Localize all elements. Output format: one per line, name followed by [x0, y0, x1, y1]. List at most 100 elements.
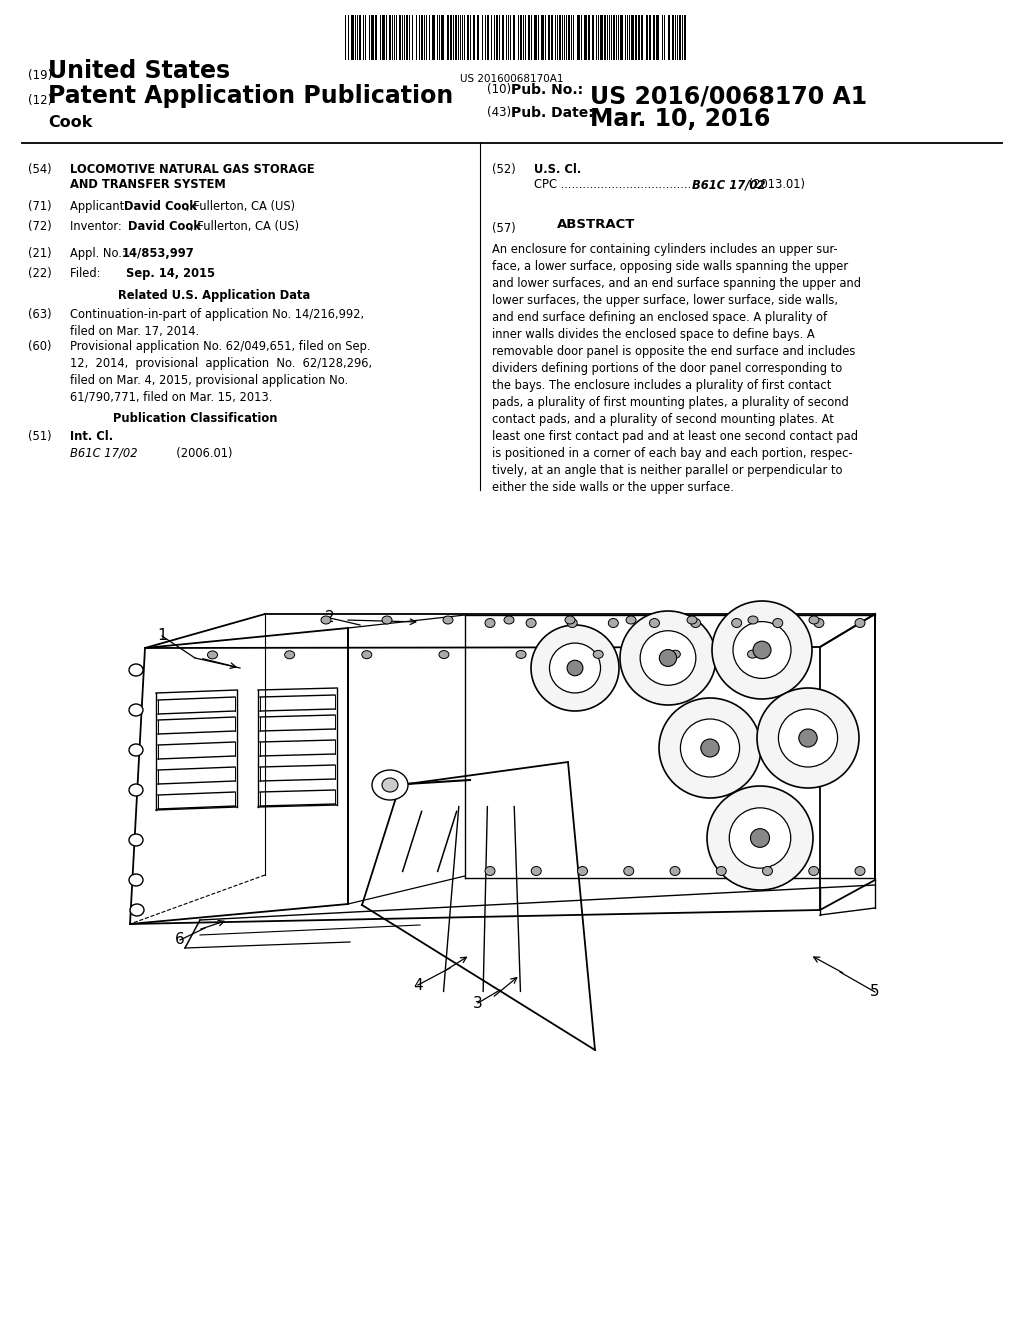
- Text: (60): (60): [28, 341, 51, 352]
- Ellipse shape: [640, 631, 696, 685]
- Ellipse shape: [733, 622, 791, 678]
- Ellipse shape: [700, 739, 719, 756]
- Ellipse shape: [757, 688, 859, 788]
- Text: US 2016/0068170 A1: US 2016/0068170 A1: [590, 84, 867, 108]
- Ellipse shape: [372, 770, 408, 800]
- Text: (43): (43): [487, 106, 511, 119]
- Ellipse shape: [285, 651, 295, 659]
- Ellipse shape: [799, 729, 817, 747]
- Text: LOCOMOTIVE NATURAL GAS STORAGE: LOCOMOTIVE NATURAL GAS STORAGE: [70, 162, 314, 176]
- Text: , Fullerton, CA (US): , Fullerton, CA (US): [190, 220, 299, 234]
- Ellipse shape: [707, 785, 813, 890]
- Text: (2013.01): (2013.01): [745, 178, 805, 191]
- Ellipse shape: [485, 866, 495, 875]
- Bar: [502, 15, 504, 59]
- Bar: [668, 15, 670, 59]
- Ellipse shape: [531, 866, 542, 875]
- Ellipse shape: [690, 619, 700, 627]
- Ellipse shape: [729, 808, 791, 869]
- Ellipse shape: [753, 642, 771, 659]
- Bar: [441, 15, 444, 59]
- Bar: [473, 15, 475, 59]
- Ellipse shape: [531, 624, 618, 711]
- Ellipse shape: [659, 698, 761, 799]
- Ellipse shape: [443, 616, 453, 624]
- Bar: [520, 15, 522, 59]
- Text: (63): (63): [28, 308, 51, 321]
- Bar: [588, 15, 590, 59]
- Ellipse shape: [748, 651, 758, 659]
- Ellipse shape: [716, 866, 726, 875]
- Ellipse shape: [550, 643, 600, 693]
- Bar: [592, 15, 594, 59]
- Ellipse shape: [687, 616, 697, 624]
- Bar: [389, 15, 391, 59]
- Text: 3: 3: [473, 995, 483, 1011]
- Text: Cook: Cook: [48, 115, 92, 129]
- Bar: [421, 15, 423, 59]
- Bar: [399, 15, 401, 59]
- Ellipse shape: [130, 904, 144, 916]
- Ellipse shape: [129, 664, 143, 676]
- Text: 5: 5: [870, 985, 880, 999]
- Bar: [604, 15, 606, 59]
- Text: (19): (19): [28, 69, 52, 82]
- Ellipse shape: [659, 649, 677, 667]
- Text: 14/853,997: 14/853,997: [122, 247, 195, 260]
- Ellipse shape: [129, 744, 143, 756]
- Ellipse shape: [748, 616, 758, 624]
- Ellipse shape: [382, 616, 392, 624]
- Text: (57): (57): [492, 222, 516, 235]
- Text: Appl. No.:: Appl. No.:: [70, 247, 129, 260]
- Bar: [620, 15, 623, 59]
- Ellipse shape: [361, 651, 372, 659]
- Bar: [487, 15, 489, 59]
- Ellipse shape: [567, 660, 583, 676]
- Ellipse shape: [732, 619, 741, 627]
- Text: 2: 2: [326, 610, 335, 626]
- Bar: [679, 15, 681, 59]
- Ellipse shape: [439, 651, 449, 659]
- Bar: [646, 15, 648, 59]
- Text: Inventor:: Inventor:: [70, 220, 133, 234]
- Bar: [656, 15, 659, 59]
- Ellipse shape: [763, 866, 772, 875]
- Bar: [600, 15, 603, 59]
- Bar: [649, 15, 651, 59]
- Ellipse shape: [578, 866, 588, 875]
- Text: CPC ....................................: CPC ....................................: [534, 178, 691, 191]
- Bar: [432, 15, 435, 59]
- Ellipse shape: [565, 616, 575, 624]
- Ellipse shape: [809, 866, 819, 875]
- Text: Int. Cl.: Int. Cl.: [70, 430, 113, 444]
- Ellipse shape: [751, 829, 770, 847]
- Text: David Cook: David Cook: [124, 201, 197, 213]
- Ellipse shape: [620, 611, 716, 705]
- Bar: [541, 15, 544, 59]
- Text: (52): (52): [492, 162, 516, 176]
- Bar: [359, 15, 361, 59]
- Bar: [684, 15, 686, 59]
- Ellipse shape: [608, 619, 618, 627]
- Bar: [672, 15, 674, 59]
- Text: Patent Application Publication: Patent Application Publication: [48, 84, 454, 108]
- Ellipse shape: [624, 866, 634, 875]
- Text: (21): (21): [28, 247, 51, 260]
- Bar: [635, 15, 637, 59]
- Text: (51): (51): [28, 430, 51, 444]
- Bar: [513, 15, 515, 59]
- Text: United States: United States: [48, 59, 230, 83]
- Ellipse shape: [129, 834, 143, 846]
- Ellipse shape: [129, 704, 143, 715]
- Text: Filed:: Filed:: [70, 267, 129, 280]
- Ellipse shape: [129, 874, 143, 886]
- Text: (22): (22): [28, 267, 52, 280]
- Ellipse shape: [671, 651, 680, 659]
- Ellipse shape: [593, 651, 603, 659]
- Bar: [584, 15, 587, 59]
- Ellipse shape: [208, 651, 217, 659]
- Ellipse shape: [567, 619, 578, 627]
- Bar: [450, 15, 452, 59]
- Text: 1: 1: [158, 628, 167, 644]
- Text: An enclosure for containing cylinders includes an upper sur-
face, a lower surfa: An enclosure for containing cylinders in…: [492, 243, 861, 494]
